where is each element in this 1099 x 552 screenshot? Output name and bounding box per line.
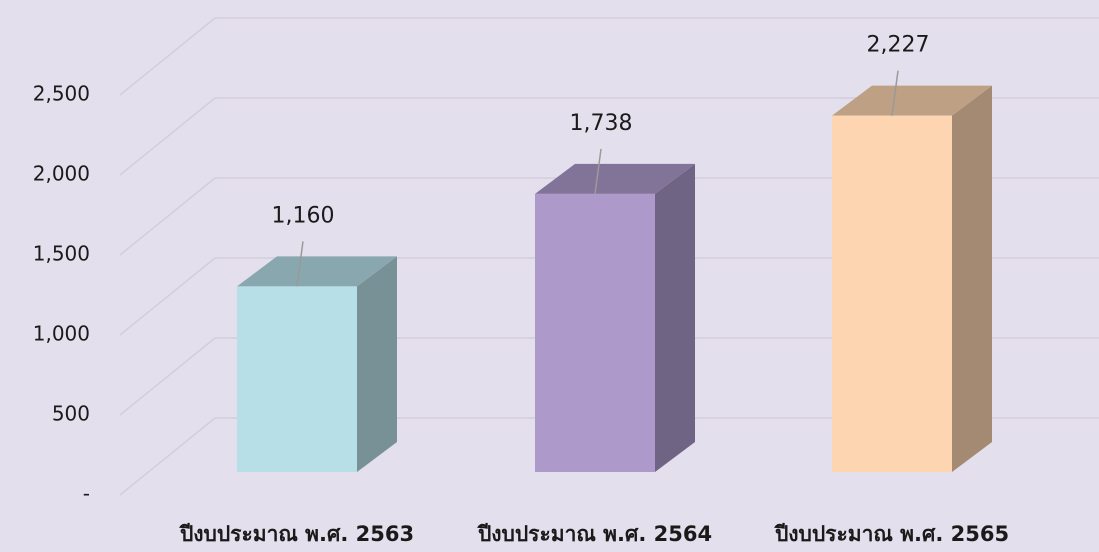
grid-line	[119, 17, 1099, 96]
y-tick-label: 2,000	[33, 162, 90, 186]
x-tick-label: ปีงบประมาณ พ.ศ. 2565	[773, 522, 1009, 546]
y-tick-label: 500	[52, 402, 90, 426]
bar-top	[237, 256, 397, 287]
data-label: 1,738	[570, 111, 633, 136]
grid-line	[119, 337, 1099, 416]
grid-line	[119, 257, 1099, 336]
x-tick-label: ปีงบประมาณ พ.ศ. 2564	[476, 522, 712, 546]
grid-line	[119, 177, 1099, 256]
bar	[535, 163, 695, 473]
y-tick-label: -	[83, 482, 90, 506]
leader-line	[594, 148, 602, 195]
bar-side	[655, 163, 695, 473]
leader-line	[891, 70, 899, 116]
grid-line	[119, 417, 1099, 496]
bar-side	[357, 256, 397, 472]
bar	[832, 85, 992, 473]
grid-line	[119, 97, 1099, 176]
bar-front	[535, 193, 655, 473]
y-tick-label: 2,500	[33, 82, 90, 106]
data-label: 1,160	[272, 203, 335, 228]
y-tick-label: 1,500	[33, 242, 90, 266]
x-tick-label: ปีงบประมาณ พ.ศ. 2563	[178, 522, 414, 546]
bar	[237, 256, 397, 472]
leader-line	[296, 241, 304, 287]
bar-top	[535, 163, 695, 194]
bar-front	[237, 286, 357, 472]
data-label: 2,227	[867, 33, 930, 58]
y-tick-label: 1,000	[33, 322, 90, 346]
bar-front	[832, 115, 952, 473]
bar-top	[832, 85, 992, 116]
bar-side	[952, 85, 992, 473]
